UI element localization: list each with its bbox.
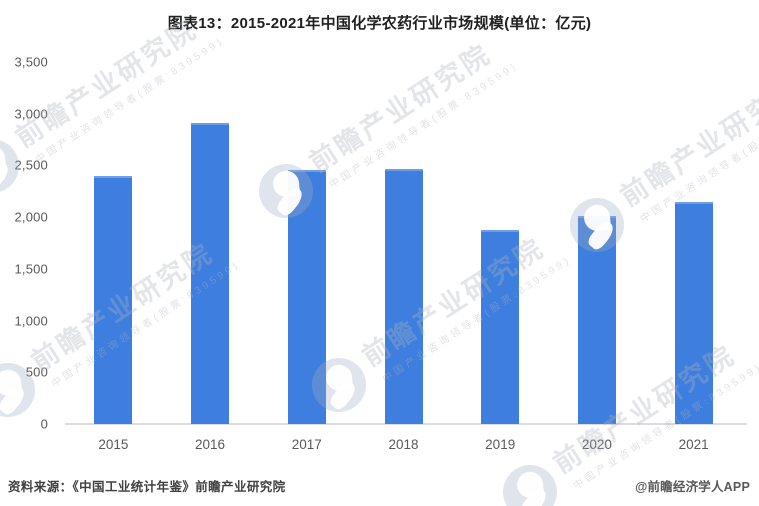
- credit-note: @前瞻经济学人APP: [635, 479, 750, 494]
- bar-2016: [191, 123, 230, 424]
- x-axis-line: [65, 423, 747, 425]
- x-tick-label-2018: 2018: [388, 437, 419, 452]
- y-tick-label: 2,500: [14, 157, 48, 173]
- x-tick-label-2015: 2015: [98, 437, 129, 452]
- y-tick-label: 500: [25, 364, 48, 380]
- y-tick-label: 1,500: [14, 261, 48, 277]
- bar-2015: [94, 175, 133, 424]
- x-tick-label-2016: 2016: [195, 437, 226, 452]
- source-note: 资料来源：《中国工业统计年鉴》前瞻产业研究院: [8, 479, 286, 494]
- y-tick-label: 0: [40, 416, 48, 432]
- x-tick-label-2019: 2019: [485, 437, 516, 452]
- x-tick-label-2020: 2020: [581, 437, 612, 452]
- bar-2019: [481, 229, 520, 424]
- y-tick-label: 3,500: [14, 54, 48, 70]
- y-tick-label: 2,000: [14, 209, 48, 225]
- y-tick-label: 3,000: [14, 106, 48, 122]
- x-tick-label-2021: 2021: [678, 437, 709, 452]
- y-tick-label: 1,000: [14, 313, 48, 329]
- chart-title: 图表13：2015-2021年中国化学农药行业市场规模(单位：亿元): [167, 15, 592, 32]
- bar-2020: [577, 216, 616, 424]
- bar-2021: [674, 201, 713, 424]
- x-tick-label-2017: 2017: [291, 437, 322, 452]
- bar-2018: [384, 169, 423, 424]
- bar-2017: [287, 170, 326, 424]
- chart-footer: 资料来源：《中国工业统计年鉴》前瞻产业研究院 @前瞻经济学人APP: [0, 475, 759, 495]
